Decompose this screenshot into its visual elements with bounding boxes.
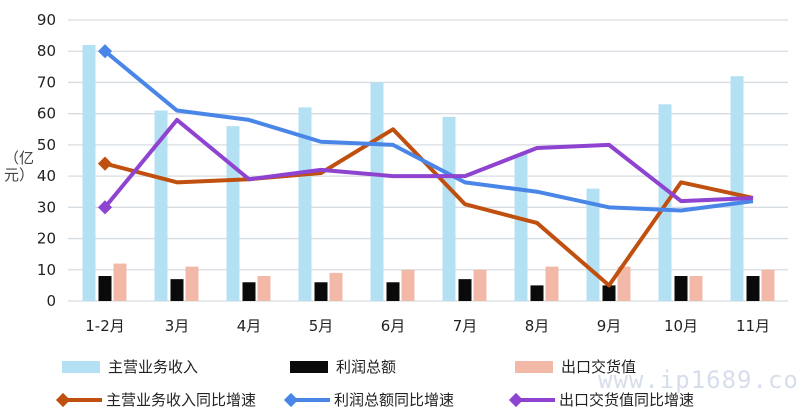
bar-export [113,263,127,301]
bar-profit [530,285,544,301]
y-tick-label: 30 [37,198,56,216]
legend-label: 主营业务收入 [108,358,199,376]
bar-profit [242,282,256,301]
y-tick-label: 10 [37,261,56,279]
bar-profit [602,285,616,301]
legend-label: 主营业务收入同比增速 [106,391,257,409]
bar-revenue [226,126,240,302]
legend-label: 利润总额同比增速 [334,391,455,409]
line-revenue-growth [104,127,754,288]
legend-item: 利润总额 [290,356,396,377]
legend-swatch [515,360,553,373]
bar-profit [458,279,472,301]
y-tick-label: 20 [37,230,56,248]
line-marker [97,156,113,171]
bar-revenue [442,116,456,302]
y-tick-label: 90 [37,11,56,29]
legend-item: 主营业务收入 [62,356,198,377]
legend-label: 利润总额 [336,358,397,376]
legend-label: 出口交货值 [561,358,637,376]
legend-item: 出口交货值 [515,356,636,377]
bar-export [257,276,271,301]
bar-revenue [370,82,384,301]
bar-revenue [154,110,168,302]
y-tick-label: 70 [37,73,56,91]
legend-line-swatch [55,392,102,407]
bar-revenue [82,44,96,301]
diamond-marker-icon [55,392,71,407]
bar-export [473,269,487,301]
legend-line-swatch [508,392,555,407]
x-tick-label: 5月 [309,317,334,335]
legend-item: 主营业务收入同比增速 [55,389,257,410]
diamond-marker-icon [283,392,299,407]
x-tick-label: 4月 [237,317,262,335]
bar-revenue [730,76,744,301]
line-export-growth [103,117,754,209]
legend-item: 利润总额同比增速 [283,389,455,410]
bar-profit [746,276,760,301]
bar-revenue [514,154,528,301]
x-tick-label: 7月 [453,317,478,335]
x-tick-label: 1-2月 [85,317,125,335]
y-axis-label: （亿元） [4,149,35,184]
legend-swatch [62,360,100,373]
bar-profit [386,282,400,301]
x-tick-label: 8月 [525,317,550,335]
bar-export [401,269,415,301]
bar-profit [170,279,184,301]
y-tick-label: 0 [46,292,56,310]
legend-item: 出口交货值同比增速 [508,389,695,410]
x-tick-label: 10月 [664,317,698,335]
legend-swatch [290,360,328,373]
y-tick-label: 80 [37,42,56,60]
bar-export [545,266,559,301]
legend-label: 出口交货值同比增速 [559,391,695,409]
watermark: www.ip1689.com [598,366,800,394]
legend-line-swatch [283,392,330,407]
bar-profit [674,276,688,301]
bar-export [761,269,775,301]
x-tick-label: 11月 [736,317,770,335]
line-profit-growth [103,49,754,213]
y-tick-label: 40 [37,167,56,185]
y-tick-label: 50 [37,136,56,154]
bar-export [185,266,199,301]
bar-export [689,276,703,301]
bar-profit [314,282,328,301]
diamond-marker-icon [508,392,524,407]
bar-export [617,266,631,301]
x-tick-label: 3月 [165,317,190,335]
bar-profit [98,276,112,301]
x-tick-label: 6月 [381,317,406,335]
bar-export [329,272,343,301]
chart: 0 10 20 30 40 50 60 70 80 90 1-2月 3月 4月 5月 6月 7月 8月 9月 10月… [37,11,788,335]
x-tick-label: 9月 [597,317,622,335]
bar-revenue [298,107,312,301]
y-tick-label: 60 [37,105,56,123]
